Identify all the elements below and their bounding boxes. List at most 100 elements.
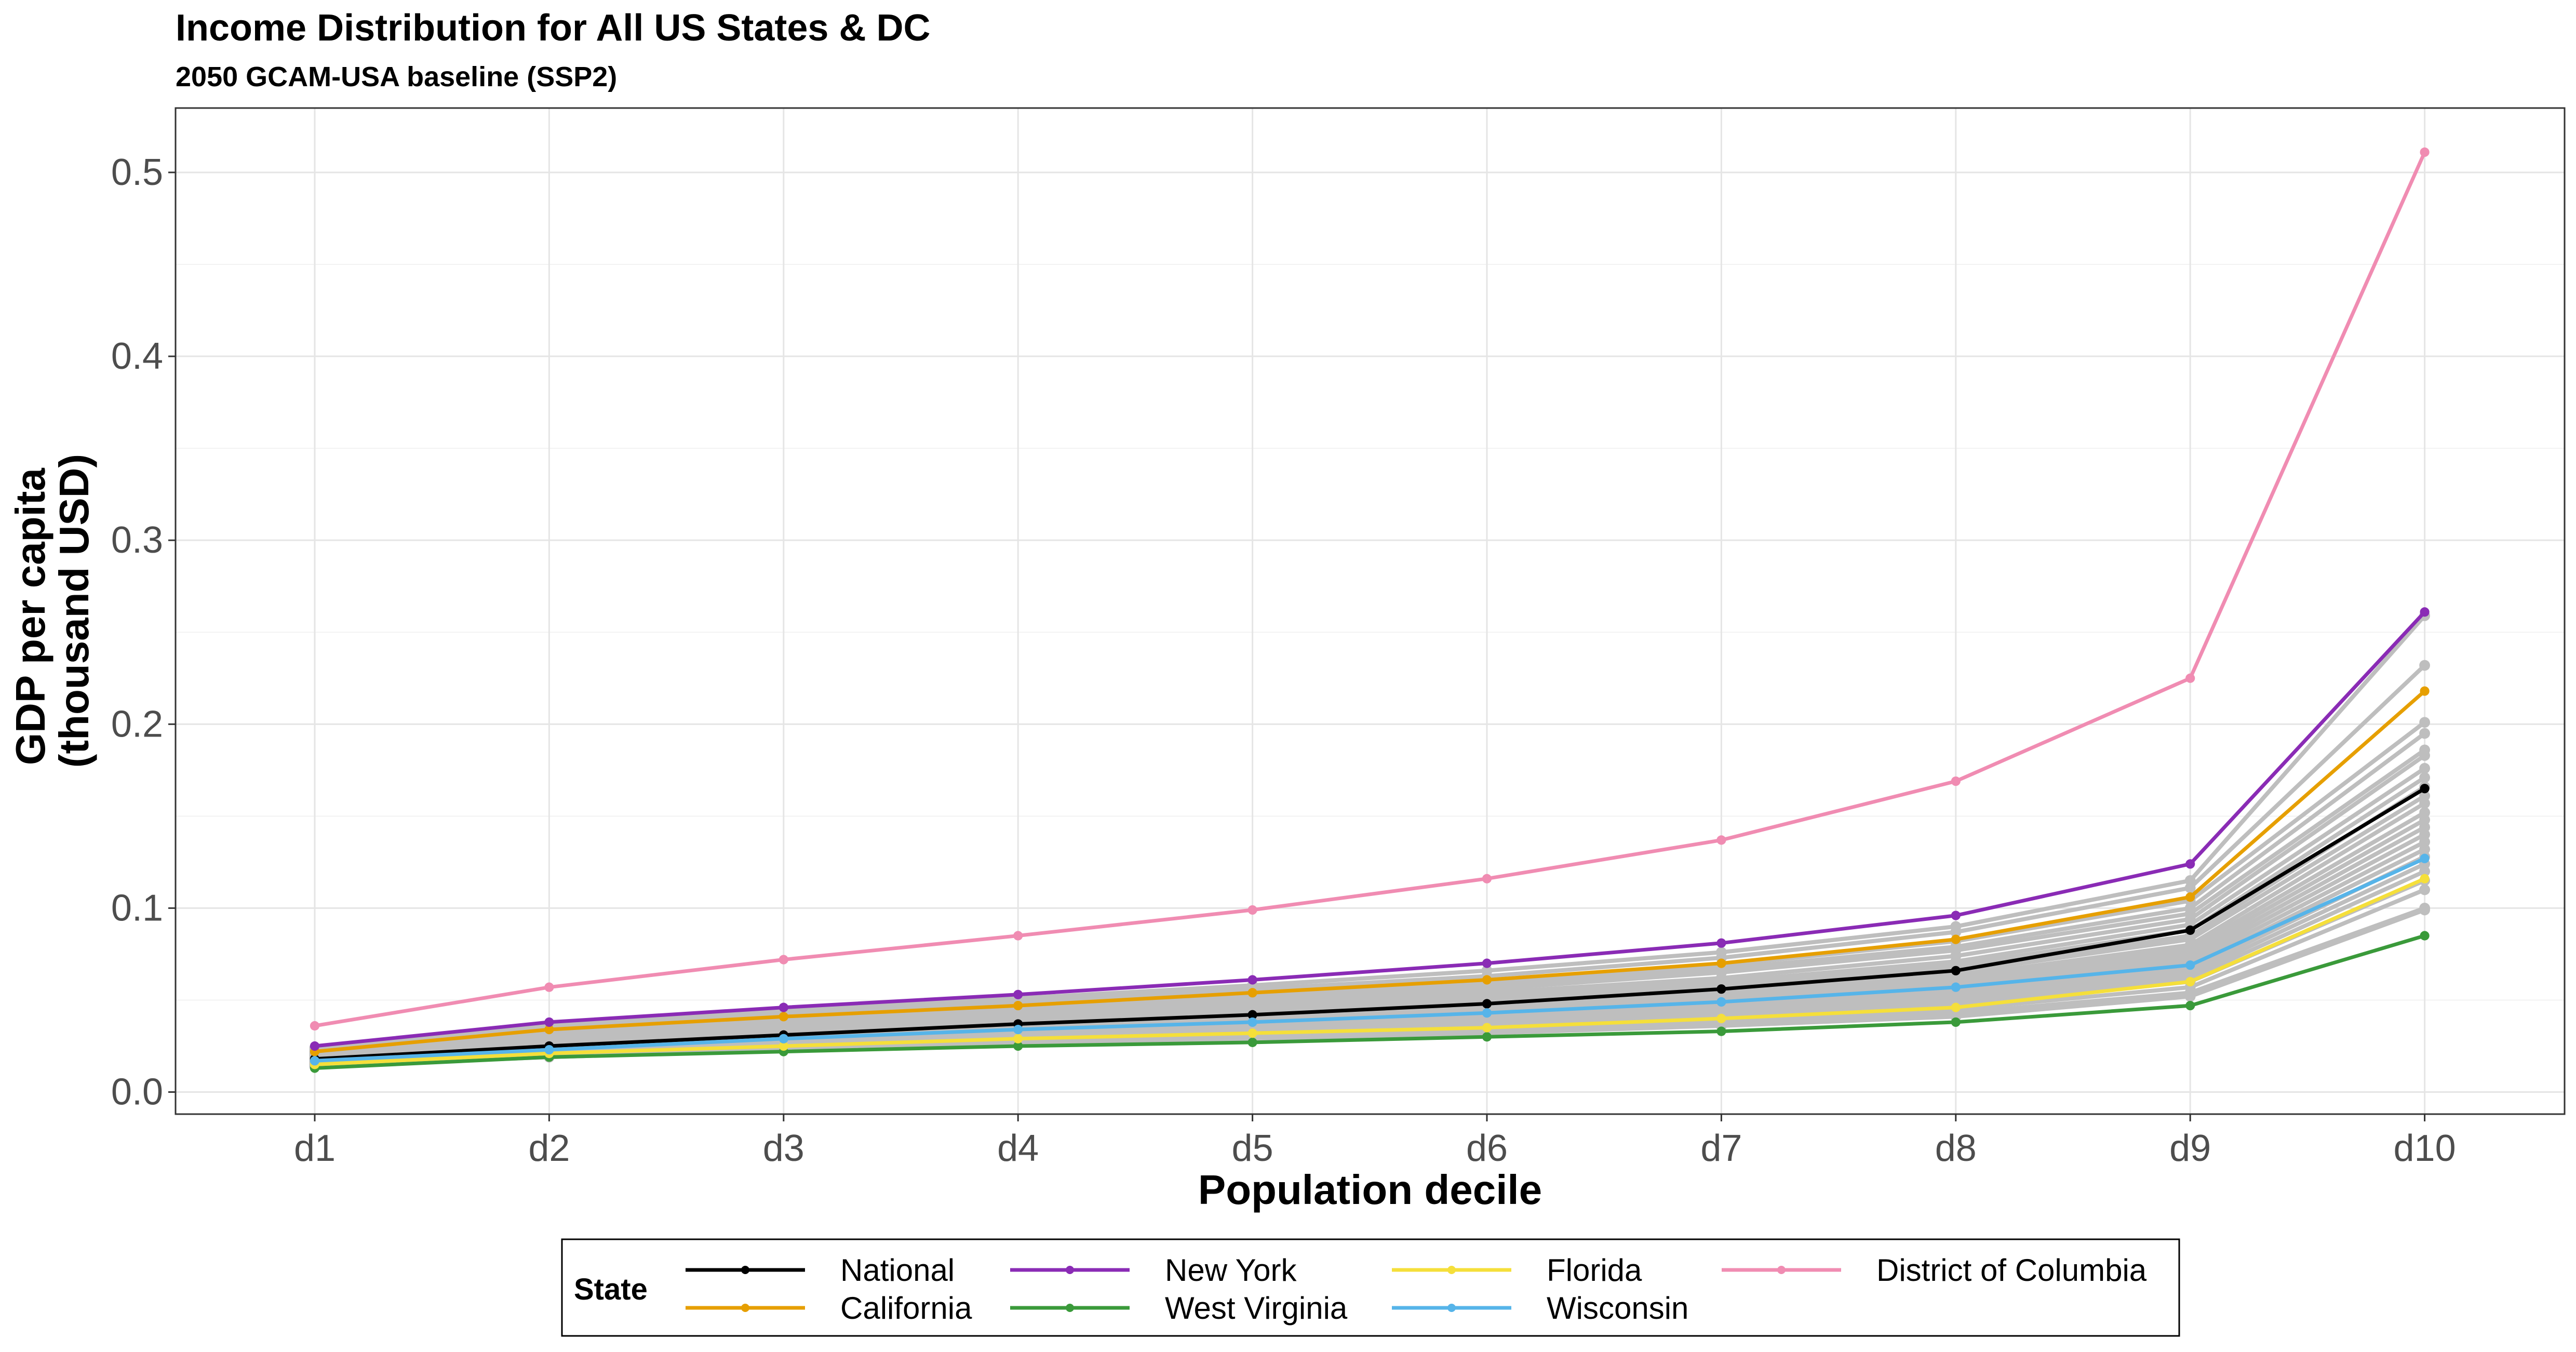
plot-panel-border [175, 107, 2566, 1115]
series-point-district-of-columbia [2420, 147, 2430, 157]
series-point-district-of-columbia [1716, 835, 1726, 845]
series-point-wisconsin [1247, 1017, 1257, 1027]
legend-label-national: National [840, 1253, 955, 1288]
series-point-florida [2420, 874, 2430, 884]
series-point-california [1482, 975, 1492, 985]
series-point-wisconsin [1716, 997, 1726, 1007]
y-tick-label: 0.4 [111, 336, 163, 377]
other-state-point [2419, 904, 2430, 916]
other-state-point [2419, 728, 2430, 739]
legend-box [561, 1238, 2180, 1337]
series-point-new-york [1013, 989, 1023, 999]
series-point-district-of-columbia [1951, 776, 1961, 786]
series-point-california [1247, 988, 1257, 998]
series-point-national [1482, 999, 1492, 1009]
x-tick-label: d9 [2169, 1128, 2211, 1169]
series-point-new-york [1482, 958, 1492, 968]
x-tick-label: d10 [2394, 1128, 2456, 1169]
series-point-national [2185, 925, 2195, 935]
series-line-new-york [313, 610, 2427, 1048]
other-state-point [2184, 990, 2196, 1002]
highlighted-series-lines [310, 147, 2430, 1073]
series-point-west-virginia [1013, 1041, 1023, 1051]
series-point-district-of-columbia [1013, 931, 1023, 941]
x-tick-label: d2 [528, 1128, 570, 1169]
legend-key-point-district-of-columbia [1777, 1266, 1786, 1274]
x-axis-label: Population decile [1198, 1167, 1542, 1213]
x-tick-label: d1 [294, 1128, 336, 1169]
legend-title: State [574, 1273, 648, 1306]
series-point-california [1013, 1000, 1023, 1011]
other-state-point [1950, 927, 1962, 938]
other-state-point [2419, 884, 2430, 895]
legend-key-point-wisconsin [1447, 1304, 1456, 1312]
y-axis: 0.0 0.1 0.2 0.3 0.4 0.5 [111, 152, 176, 1113]
series-point-florida [1716, 1013, 1726, 1023]
legend-key-point-florida [1447, 1266, 1456, 1274]
series-point-district-of-columbia [544, 982, 554, 992]
series-line-national [313, 786, 2427, 1061]
series-point-california [2420, 686, 2430, 696]
series-point-wisconsin [779, 1034, 788, 1043]
series-line-florida [313, 877, 2427, 1066]
other-state-line [313, 663, 2427, 1052]
series-point-wisconsin [310, 1056, 320, 1066]
series-point-wisconsin [544, 1045, 554, 1055]
series-point-national [1247, 1010, 1257, 1020]
y-axis-label: GDP per capita (thousand USD) [7, 454, 97, 768]
series-point-florida [779, 1041, 788, 1051]
x-tick-label: d3 [763, 1128, 804, 1169]
series-line-california [313, 689, 2427, 1054]
series-point-florida [2185, 976, 2195, 987]
series-point-district-of-columbia [1482, 874, 1492, 884]
series-point-new-york [2185, 859, 2195, 869]
series-point-florida [1482, 1023, 1492, 1033]
x-tick-label: d7 [1700, 1128, 1742, 1169]
series-point-wisconsin [1482, 1008, 1492, 1018]
series-point-national [2420, 784, 2430, 794]
series-point-florida [1247, 1028, 1257, 1038]
series-point-new-york [310, 1041, 320, 1051]
y-tick-label: 0.2 [111, 703, 163, 745]
series-point-wisconsin [1951, 982, 1961, 992]
series-point-new-york [1951, 911, 1961, 920]
other-state-point [2419, 866, 2430, 877]
legend-key-point-new-york [1066, 1266, 1074, 1274]
series-line-district-of-columbia [313, 150, 2427, 1028]
chart-title: Income Distribution for All US States & … [176, 7, 930, 49]
series-point-west-virginia [1716, 1026, 1726, 1036]
legend-key-point-california [741, 1304, 749, 1312]
legend-key-point-national [741, 1266, 749, 1274]
legend-label-california: California [840, 1291, 972, 1326]
series-point-new-york [779, 1002, 788, 1012]
x-tick-label: d8 [1935, 1128, 1977, 1169]
series-point-west-virginia [1247, 1037, 1257, 1047]
x-axis: d1 d2 d3 d4 d5 d6 d7 d8 d9 d10 [294, 1114, 2456, 1169]
other-state-point [2419, 660, 2430, 671]
series-point-national [1716, 984, 1726, 994]
legend-label-district-of-columbia: District of Columbia [1876, 1253, 2147, 1288]
series-point-west-virginia [1482, 1032, 1492, 1042]
series-point-california [1951, 934, 1961, 944]
series-point-new-york [1716, 938, 1726, 948]
series-point-district-of-columbia [779, 955, 788, 965]
series-point-district-of-columbia [1247, 905, 1257, 915]
series-point-california [2185, 892, 2195, 902]
legend-label-new-york: New York [1165, 1253, 1297, 1288]
series-point-california [544, 1025, 554, 1035]
x-tick-label: d5 [1232, 1128, 1273, 1169]
other-state-point [2419, 762, 2430, 774]
legend-label-west-virginia: West Virginia [1165, 1291, 1348, 1326]
series-point-florida [1013, 1034, 1023, 1043]
series-point-district-of-columbia [310, 1021, 320, 1031]
chart-subtitle: 2050 GCAM-USA baseline (SSP2) [176, 61, 617, 92]
series-point-wisconsin [1013, 1025, 1023, 1035]
series-point-west-virginia [1951, 1017, 1961, 1027]
y-tick-label: 0.5 [111, 152, 163, 193]
y-axis-label-line1: GDP per capita [7, 468, 53, 766]
